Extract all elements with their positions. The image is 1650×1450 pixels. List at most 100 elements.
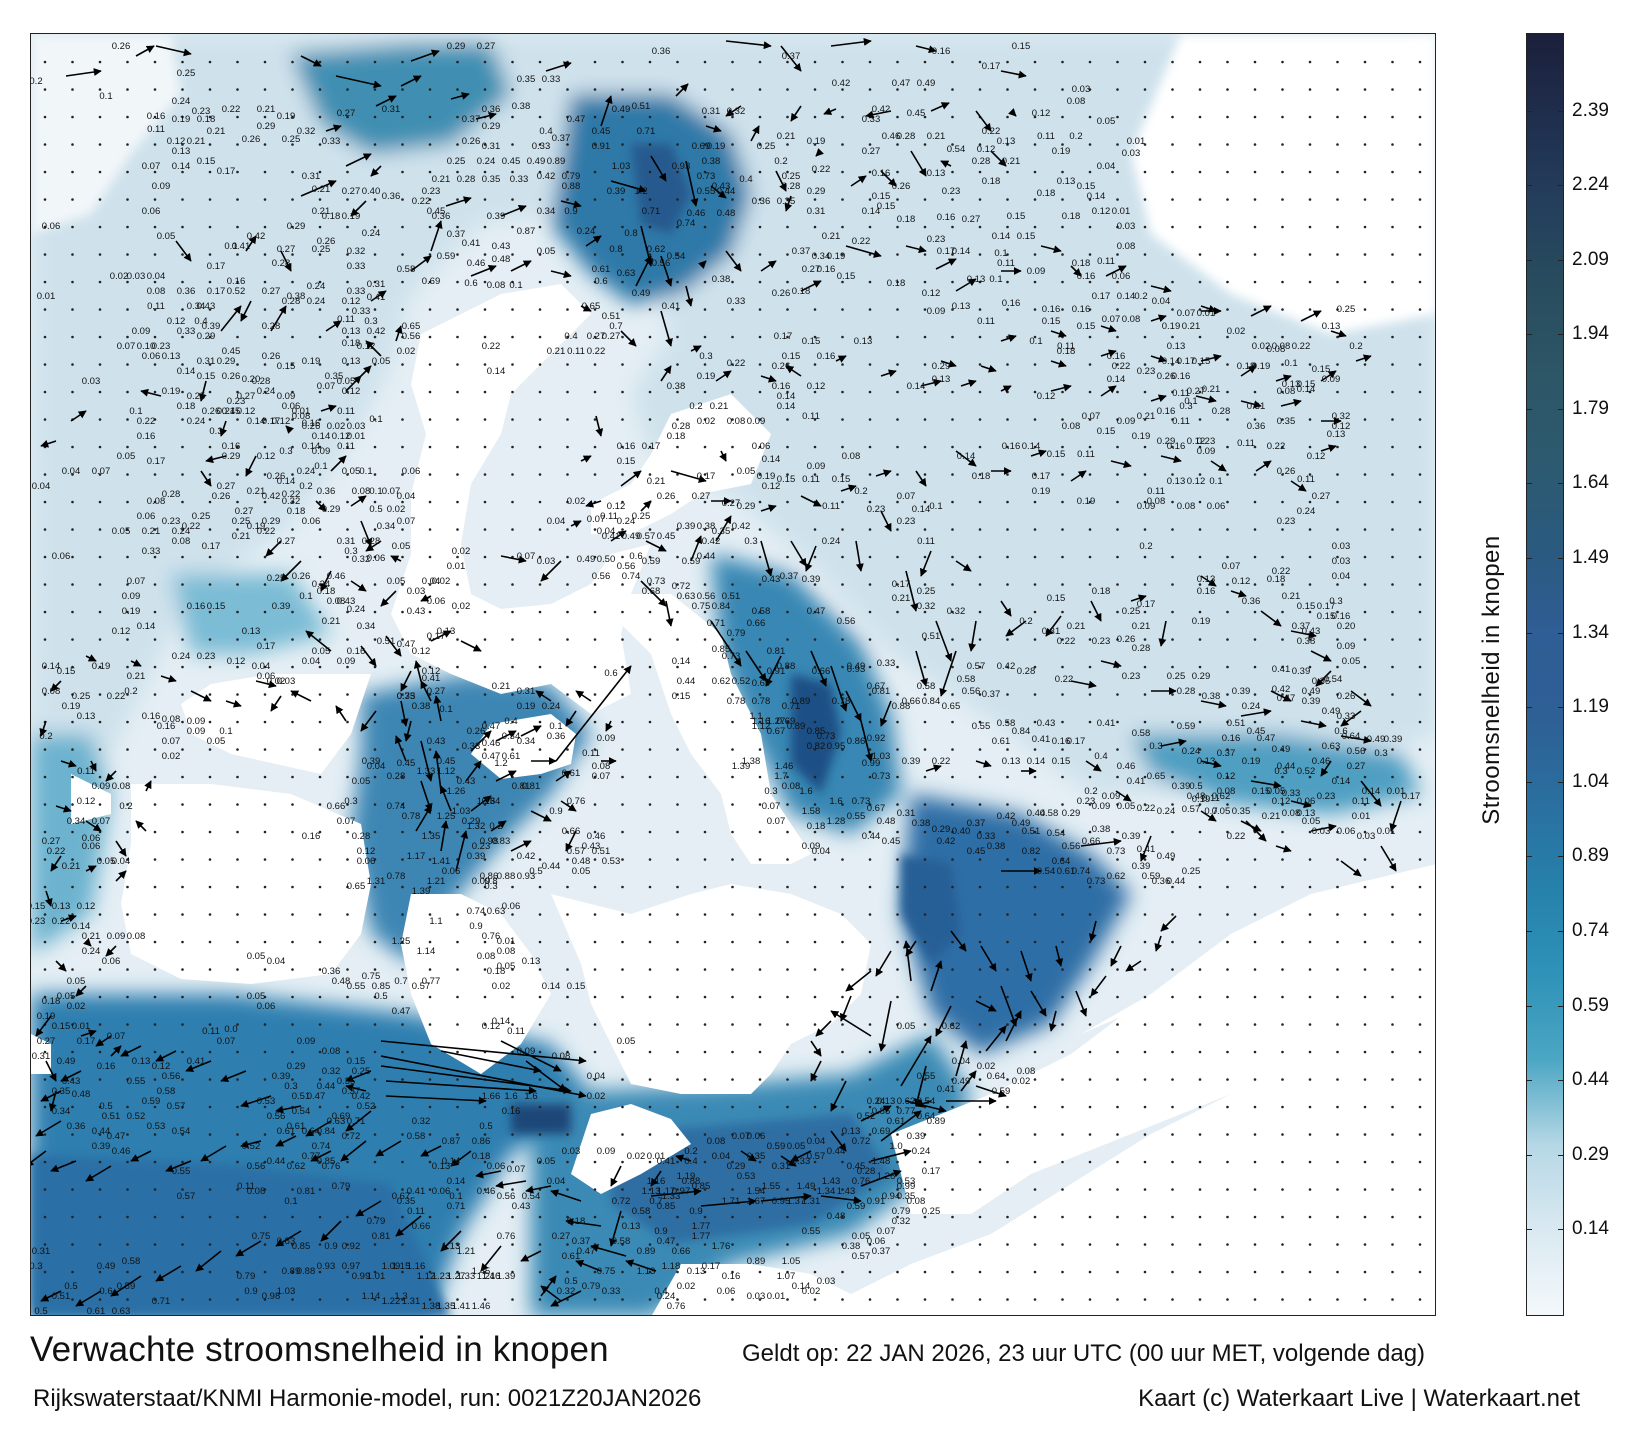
grid-dot (291, 363, 294, 366)
grid-dot (71, 858, 74, 861)
speed-label: 0.71 (447, 1201, 466, 1212)
grid-dot (153, 830, 157, 834)
speed-label: 0.11 (1352, 796, 1370, 807)
speed-label: 0.5 (479, 1121, 492, 1132)
grid-dot (1336, 143, 1339, 146)
grid-dot (43, 335, 47, 339)
grid-dot (978, 858, 982, 861)
grid-dot (1308, 1298, 1312, 1301)
speed-label: 0.34 (377, 521, 396, 532)
grid-dot (181, 115, 184, 119)
grid-dot (181, 1023, 184, 1026)
current-arrow (465, 760, 482, 782)
speed-label: 0.14 (1087, 191, 1106, 202)
grid-dot (401, 500, 404, 504)
speed-label: 0.22 (52, 916, 71, 927)
current-arrow (205, 455, 227, 464)
speed-label: 0.77 (422, 976, 441, 987)
grid-dot (868, 198, 872, 201)
grid-dot (483, 665, 487, 669)
speed-label: 0.71 (707, 618, 726, 629)
current-arrow (650, 155, 667, 182)
current-arrow (1005, 620, 1027, 637)
grid-dot (1226, 1078, 1229, 1081)
grid-dot (593, 115, 597, 119)
grid-dot (43, 170, 47, 174)
grid-dot (1033, 418, 1037, 421)
grid-dot (1143, 308, 1147, 311)
grid-dot (1171, 720, 1174, 724)
map-area[interactable]: 0.260.290.270.360.370.160.150.20.250.350… (30, 33, 1436, 1316)
grid-dot (566, 528, 569, 531)
grid-dot (841, 858, 844, 861)
grid-dot (786, 390, 789, 394)
grid-dot (648, 115, 652, 119)
grid-dot (786, 555, 789, 559)
speed-label: 0.03 (127, 271, 146, 282)
grid-dot (318, 363, 322, 366)
grid-dot (1363, 555, 1367, 559)
speed-label: 0.84 (922, 696, 941, 707)
grid-dot (1391, 253, 1394, 256)
grid-dot (43, 610, 47, 614)
grid-dot (291, 1050, 294, 1054)
grid-dot (511, 610, 514, 614)
colorbar-tick-mark (1558, 1154, 1564, 1156)
speed-label: 0.05 (1302, 816, 1321, 827)
grid-dot (1336, 665, 1339, 669)
grid-dot (511, 198, 514, 201)
speed-label: 1.67 (747, 1196, 766, 1207)
speed-label: 0.51 (102, 1111, 121, 1122)
grid-dot (428, 913, 432, 916)
grid-dot (951, 473, 954, 476)
grid-dot (1061, 308, 1064, 311)
grid-dot (648, 60, 652, 64)
grid-dot (126, 170, 129, 174)
grid-dot (318, 1298, 322, 1301)
speed-label: 0.77 (897, 1106, 916, 1117)
grid-dot (978, 913, 982, 916)
speed-label: 0.25 (282, 134, 301, 145)
grid-dot (1281, 583, 1284, 586)
current-arrow (975, 759, 992, 768)
grid-dot (43, 748, 47, 751)
grid-dot (483, 1243, 487, 1246)
speed-label: 0.08 (1117, 241, 1136, 252)
grid-dot (511, 720, 514, 724)
speed-label: 0.71 (782, 701, 801, 712)
grid-dot (1116, 528, 1119, 531)
speed-label: 0.72 (342, 1131, 361, 1142)
grid-dot (951, 1160, 954, 1164)
grid-dot (538, 638, 542, 641)
grid-dot (1143, 748, 1147, 751)
grid-dot (566, 88, 569, 91)
grid-dot (1061, 60, 1064, 64)
grid-dot (1336, 885, 1339, 889)
speed-label: 0.03 (277, 676, 296, 687)
grid-dot (1308, 170, 1312, 174)
grid-dot (703, 335, 707, 339)
grid-dot (98, 1050, 102, 1054)
grid-dot (868, 88, 872, 91)
grid-dot (1253, 363, 1257, 366)
grid-dot (373, 665, 377, 669)
grid-dot (1391, 198, 1394, 201)
grid-dot (401, 1133, 404, 1136)
speed-label: 0.07 (107, 1031, 126, 1042)
speed-label: 0.09 (927, 306, 946, 317)
grid-dot (841, 665, 844, 669)
grid-dot (758, 720, 762, 724)
current-arrow (1085, 760, 1102, 772)
grid-dot (1143, 1188, 1147, 1191)
grid-dot (923, 665, 927, 669)
grid-dot (786, 280, 789, 284)
speed-label: 0.89 (747, 1256, 766, 1267)
grid-dot (456, 1188, 459, 1191)
colorbar-tick-label: 0.59 (1572, 994, 1609, 1016)
colorbar-label: Stroomsnelheid in knopen (1478, 535, 1505, 825)
grid-dot (1171, 363, 1174, 366)
speed-label: 0.73 (1087, 876, 1106, 887)
current-arrow (400, 700, 409, 727)
grid-dot (263, 1243, 267, 1246)
speed-label: 0.33 (1337, 711, 1356, 722)
